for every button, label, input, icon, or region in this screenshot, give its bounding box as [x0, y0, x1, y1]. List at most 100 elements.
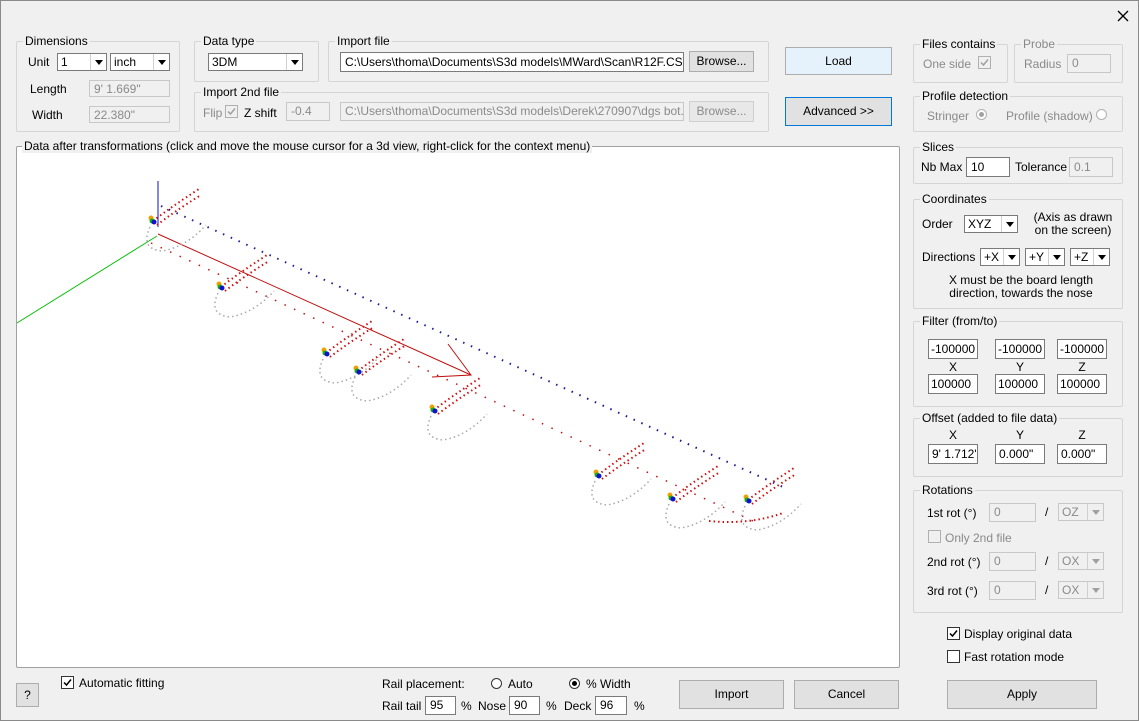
label: Directions: [922, 250, 976, 264]
slash: /: [1045, 554, 1049, 568]
only-2nd-checkbox[interactable]: [928, 530, 941, 543]
rotation-axis-combo[interactable]: OX: [1058, 581, 1104, 599]
point-blue: [596, 473, 602, 479]
filter-from-field[interactable]: -100000: [928, 339, 978, 359]
point-blue: [670, 496, 676, 502]
width-radio[interactable]: [569, 678, 580, 689]
deck-field[interactable]: 96: [595, 696, 627, 715]
apply-button[interactable]: Apply: [947, 680, 1097, 709]
import-2nd-group: Import 2nd file: [194, 85, 769, 132]
import-2nd-path-field[interactable]: C:\Users\thoma\Documents\S3d models\Dere…: [340, 102, 684, 121]
filter-from-field[interactable]: -100000: [995, 339, 1045, 359]
load-button[interactable]: Load: [785, 47, 892, 75]
group-title: Probe: [1021, 37, 1058, 51]
section-gray: [741, 503, 802, 531]
close-button[interactable]: [1117, 10, 1129, 22]
nb-max-field[interactable]: 10: [966, 157, 1010, 177]
point-blue: [324, 351, 330, 357]
axis-label: Y: [1015, 428, 1024, 442]
unit-combo[interactable]: 1: [57, 53, 107, 71]
rotation-field[interactable]: 0: [989, 552, 1036, 571]
group-title: Data type: [201, 34, 257, 48]
z-shift-field[interactable]: -0.4: [286, 102, 330, 121]
one-side-checkbox[interactable]: [978, 56, 991, 69]
combo-value: 3DM: [212, 55, 238, 69]
auto-radio[interactable]: [491, 678, 502, 689]
slices-group: Slices: [913, 140, 1123, 184]
label: Auto: [508, 677, 533, 691]
3d-view[interactable]: [17, 154, 897, 665]
display-original-checkbox[interactable]: [947, 627, 960, 640]
direction-combo[interactable]: +Y: [1025, 248, 1065, 266]
data-type-group: Data type: [194, 34, 319, 82]
filter-to-field[interactable]: 100000: [1057, 374, 1107, 394]
percent: %: [634, 699, 645, 713]
percent: %: [546, 699, 557, 713]
combo-value: OX: [1062, 554, 1080, 568]
help-button[interactable]: ?: [16, 683, 39, 707]
import-file-group: Import file: [328, 34, 769, 82]
advanced-button[interactable]: Advanced >>: [785, 97, 892, 126]
rail-tail-field[interactable]: 95: [425, 696, 456, 715]
axis-label: Z: [1078, 428, 1086, 442]
view-panel[interactable]: Data after transformations (click and mo…: [16, 139, 900, 668]
section-gray: [351, 374, 412, 402]
automatic-fitting-checkbox[interactable]: [61, 676, 74, 689]
nose-field[interactable]: 90: [509, 696, 540, 715]
group-title: Import file: [335, 34, 392, 48]
label: Tolerance: [1015, 160, 1068, 174]
section-red: [433, 377, 483, 415]
filter-from-field[interactable]: -100000: [1057, 339, 1107, 359]
label: Rail tail: [382, 699, 422, 713]
unit-type-combo[interactable]: inch: [110, 53, 170, 71]
profile-radio[interactable]: [1096, 109, 1107, 120]
point-row: [150, 242, 754, 522]
group-title: Offset (added to file data): [920, 411, 1060, 425]
offset-field[interactable]: 9' 1.712": [928, 444, 978, 464]
section-red: [220, 254, 270, 292]
point-blue: [356, 369, 362, 375]
combo-value: +Z: [1074, 250, 1089, 264]
direction-combo[interactable]: +X: [980, 248, 1020, 266]
coordinates-group: Coordinates: [913, 192, 1123, 309]
rotation-field[interactable]: 0: [989, 581, 1036, 600]
group-title: Import 2nd file: [201, 85, 282, 99]
fast-rotation-checkbox[interactable]: [947, 650, 960, 663]
rotations-group: Rotations: [913, 483, 1123, 613]
offset-group: Offset (added to file data): [913, 411, 1123, 477]
rotation-axis-combo[interactable]: OZ: [1058, 503, 1104, 521]
label: Nb Max: [921, 160, 963, 174]
offset-field[interactable]: 0.000": [995, 444, 1045, 464]
combo-value: inch: [114, 55, 137, 69]
offset-field[interactable]: 0.000": [1057, 444, 1107, 464]
label: Length: [30, 82, 67, 96]
label: Z shift: [244, 106, 277, 120]
rotation-axis-combo[interactable]: OX: [1058, 552, 1104, 570]
browse-2nd-button[interactable]: Browse...: [689, 101, 754, 122]
import-button[interactable]: Import: [679, 680, 784, 709]
label: Flip: [203, 106, 223, 120]
label: 1st rot (°): [927, 506, 977, 520]
filter-group: Filter (from/to): [913, 314, 1123, 407]
label: Deck: [564, 699, 592, 713]
radius-field[interactable]: 0: [1067, 54, 1111, 73]
browse-button[interactable]: Browse...: [689, 51, 754, 72]
filter-to-field[interactable]: 100000: [995, 374, 1045, 394]
label: 2nd rot (°): [927, 555, 981, 569]
data-type-combo[interactable]: 3DM: [208, 53, 303, 71]
width-field[interactable]: 22.380": [89, 106, 170, 123]
length-field[interactable]: 9' 1.669": [89, 80, 170, 97]
axis-x: [157, 233, 472, 376]
section-red: [152, 188, 202, 226]
cancel-button[interactable]: Cancel: [794, 680, 899, 709]
filter-to-field[interactable]: 100000: [928, 374, 978, 394]
label: 3rd rot (°): [927, 584, 978, 598]
stringer-radio[interactable]: [976, 109, 987, 120]
flip-checkbox[interactable]: [225, 105, 238, 118]
tolerance-field[interactable]: 0.1: [1069, 157, 1113, 177]
order-combo[interactable]: XYZ: [964, 215, 1018, 233]
import-path-field[interactable]: C:\Users\thoma\Documents\S3d models\MWar…: [340, 52, 684, 72]
rotation-field[interactable]: 0: [989, 503, 1036, 522]
direction-combo[interactable]: +Z: [1070, 248, 1110, 266]
axis-label: X: [948, 360, 957, 374]
